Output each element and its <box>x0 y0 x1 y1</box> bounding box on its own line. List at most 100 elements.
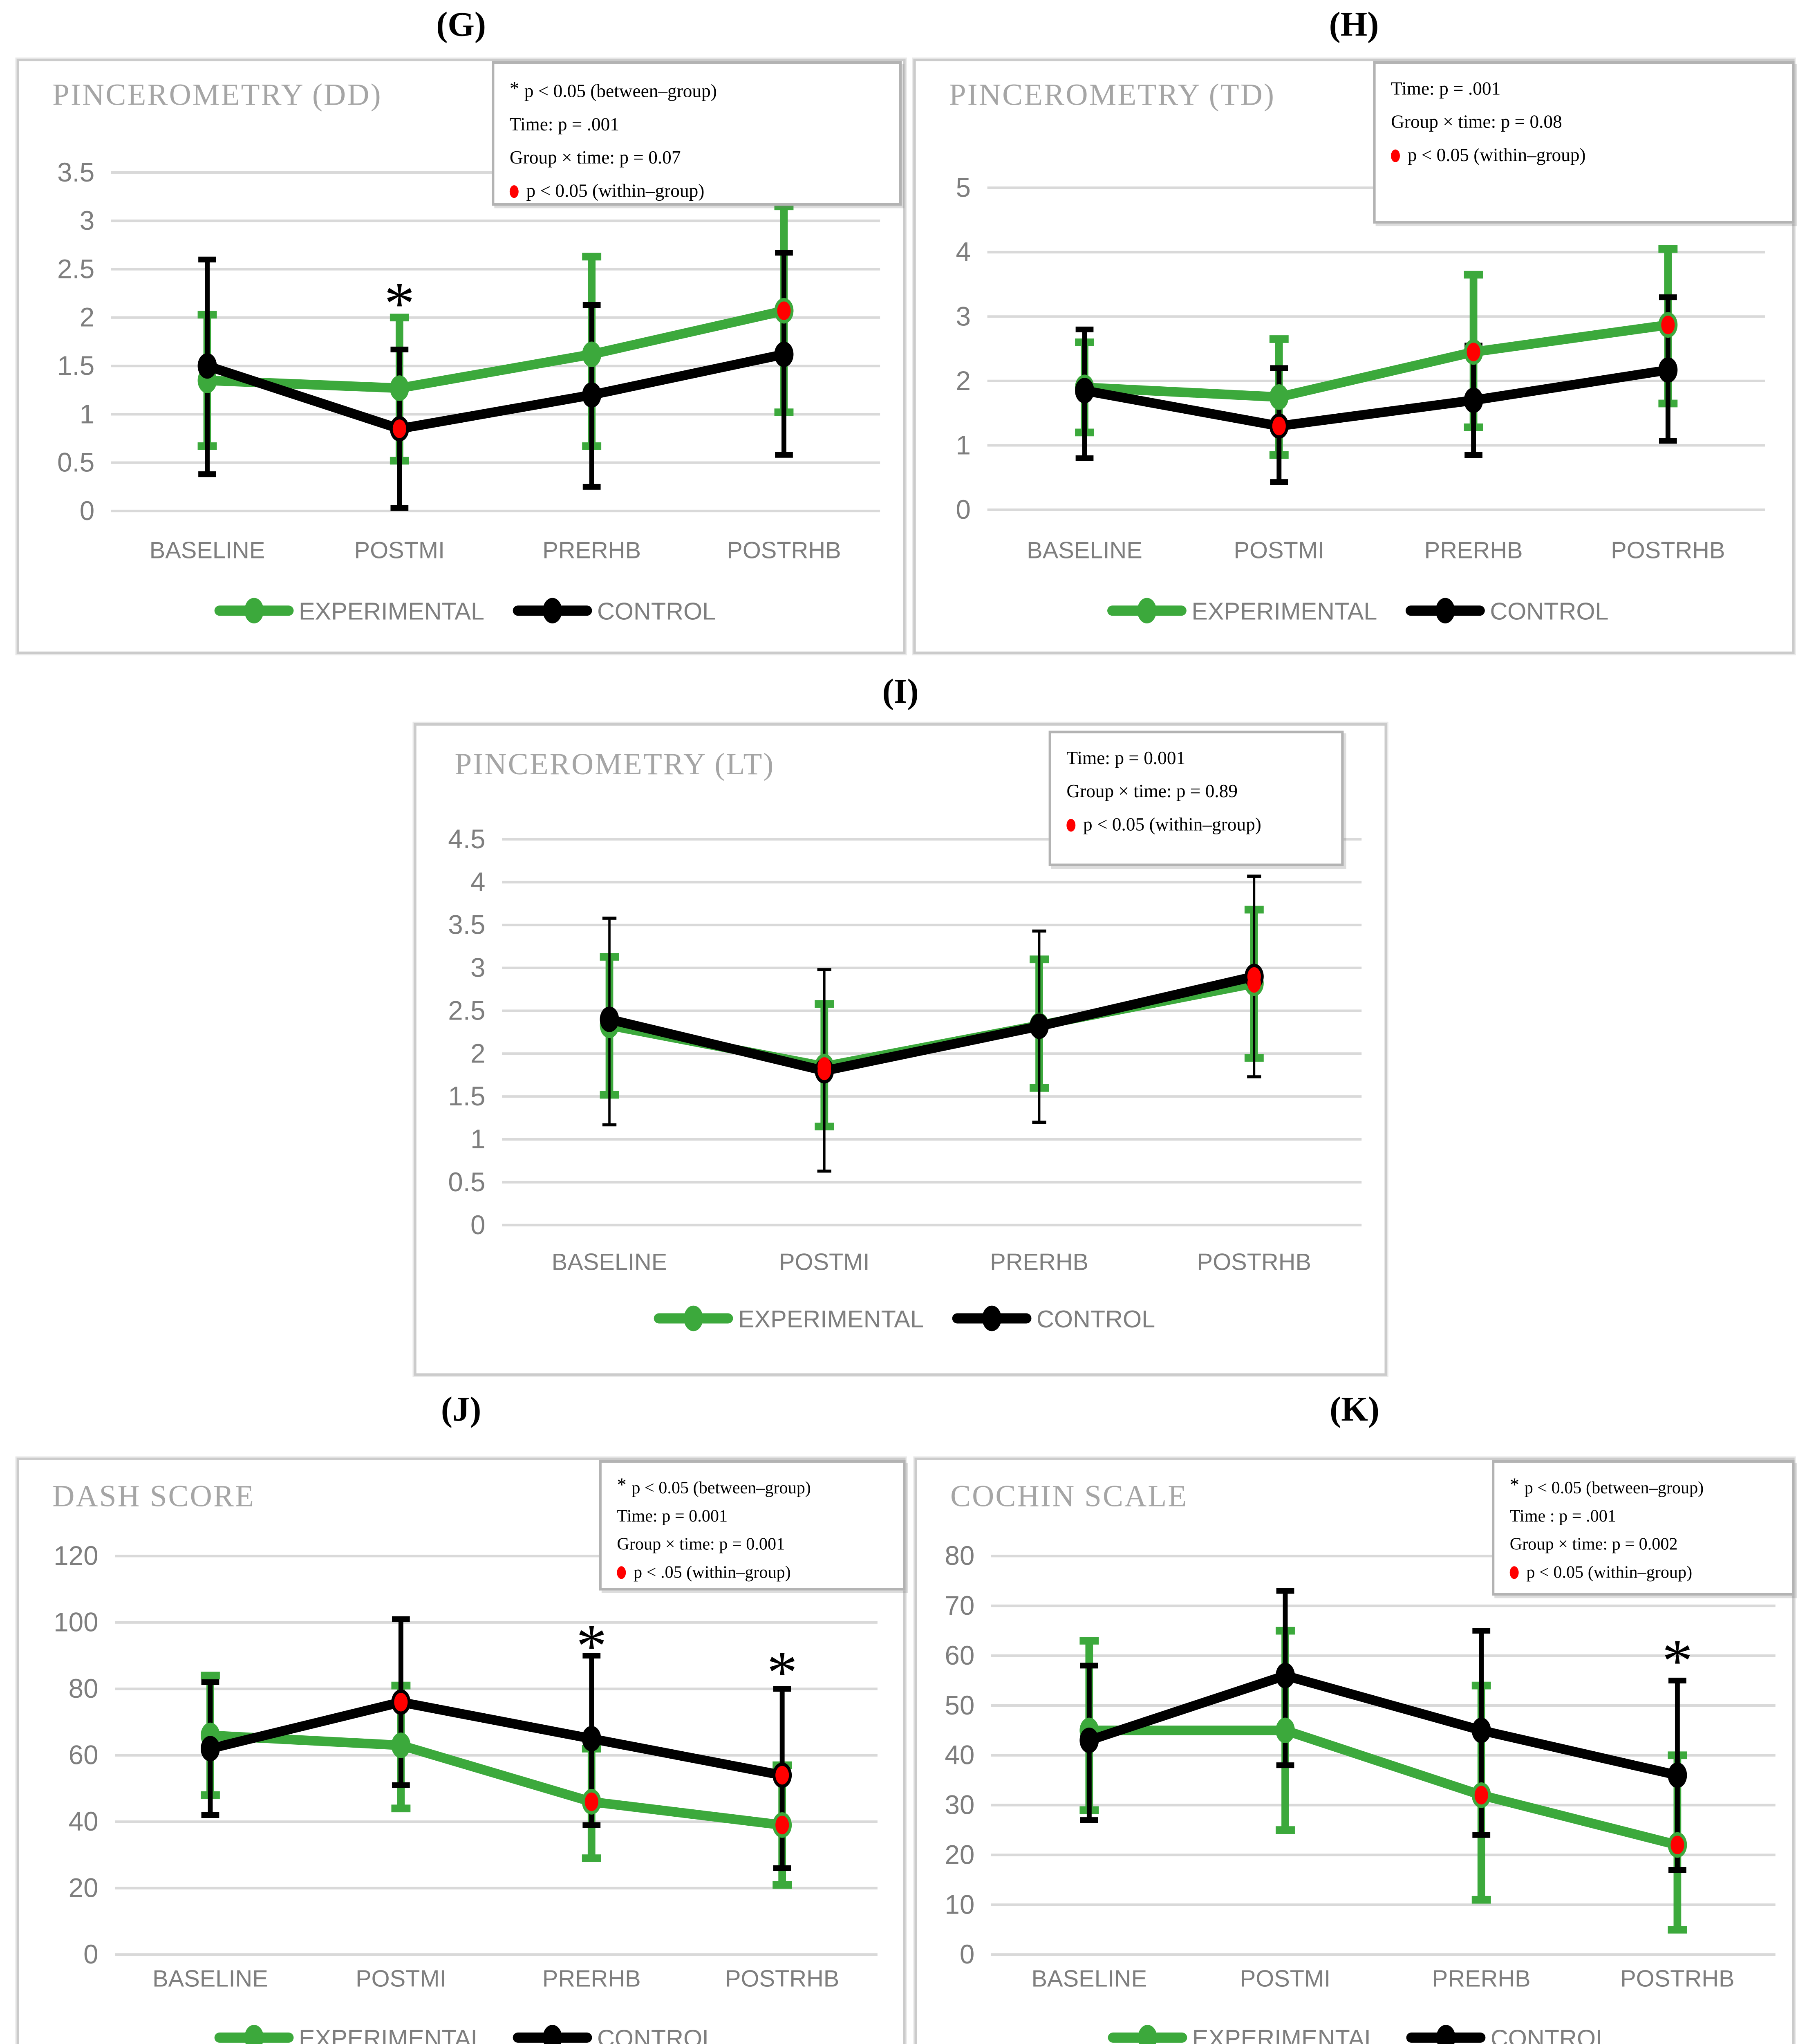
series-line-control <box>1079 365 1673 431</box>
significance-dot <box>1474 1786 1488 1805</box>
y-axis-tick-label: 4 <box>956 237 971 267</box>
annotation-line: Group × time: p = 0.08 <box>1391 112 1562 133</box>
significance-dot <box>777 301 791 320</box>
significance-dot <box>775 1815 789 1835</box>
significance-dot <box>1467 343 1480 361</box>
y-axis-tick-label: 3.5 <box>448 910 485 940</box>
panel-letter-h: (H) <box>1329 5 1379 44</box>
y-axis-tick-label: 120 <box>54 1541 98 1571</box>
annotation-line: p < .05 (within–group) <box>617 1559 893 1587</box>
x-axis-category-label: POSTMI <box>356 1966 446 1992</box>
y-axis-tick-label: 70 <box>945 1591 974 1620</box>
x-axis-category-label: BASELINE <box>1027 538 1142 564</box>
panel-cochin-scale: COCHIN SCALE * p < 0.05 (between–group) Ti… <box>914 1457 1795 2044</box>
y-axis-tick-label: 0 <box>470 1210 486 1240</box>
annotation-line: Time : p = .001 <box>1509 1506 1616 1526</box>
legend-marker-icon <box>244 2025 264 2044</box>
y-axis-tick-label: 1 <box>80 399 95 429</box>
chart-title: PINCEROMETRY (TD) <box>949 79 1276 112</box>
red-dot-icon <box>1391 149 1400 162</box>
y-axis-tick-label: 2.5 <box>57 254 94 284</box>
panel-pincerometry-lt: PINCEROMETRY (LT) Time: p = 0.001 Group ×… <box>414 723 1387 1376</box>
annotation-line: p < 0.05 (within–group) <box>1391 139 1782 173</box>
annotation-line: Time: p = 0.001 <box>1066 749 1186 769</box>
y-axis-tick-label: 2 <box>470 1038 486 1068</box>
legend-item-label: CONTROL <box>1491 2024 1609 2044</box>
y-axis-tick-label: 3 <box>956 301 971 331</box>
annotation-line: Group × time: p = 0.07 <box>509 148 681 169</box>
y-axis-tick-label: 1 <box>470 1124 486 1154</box>
y-axis-tick-label: 0 <box>960 1939 975 1969</box>
series-line-experimental <box>205 1730 787 1830</box>
panel-dash-score: DASH SCORE * p < 0.05 (between–group) Time… <box>16 1457 906 2044</box>
x-axis-category-label: POSTRHB <box>727 538 841 564</box>
data-point-marker <box>774 341 794 367</box>
annotation-line: p < 0.05 (within–group) <box>509 175 889 203</box>
legend-item-label: EXPERIMENTAL <box>738 1305 924 1333</box>
y-axis-tick-label: 60 <box>945 1641 974 1670</box>
legend-marker-icon <box>1435 598 1455 623</box>
data-point-marker <box>1276 1717 1295 1744</box>
red-dot-icon <box>509 185 519 198</box>
y-axis-tick-label: 2 <box>956 366 971 396</box>
red-dot-icon <box>1509 1566 1519 1579</box>
y-axis-tick-label: 5 <box>956 173 971 202</box>
x-axis-category-label: POSTMI <box>779 1249 870 1275</box>
annotation-line: Time: p = .001 <box>1391 79 1501 100</box>
y-axis-tick-label: 20 <box>69 1873 99 1903</box>
annotation-line: * p < 0.05 (between–group) <box>617 1475 811 1497</box>
data-point-marker <box>582 1726 601 1752</box>
x-axis-category-label: BASELINE <box>152 1966 268 1992</box>
y-axis-tick-label: 3.5 <box>57 157 94 187</box>
y-axis-tick-label: 3 <box>80 206 95 235</box>
annotation-box: * p < 0.05 (between–group) Time: p = .001 G… <box>492 61 902 206</box>
series-line-control <box>205 1697 787 1780</box>
asterisk-icon: * <box>617 1475 627 1496</box>
panel-letter-g: (G) <box>436 5 486 44</box>
data-point-marker <box>197 353 217 379</box>
data-point-marker <box>201 1736 220 1762</box>
y-axis-tick-label: 0 <box>83 1939 99 1969</box>
y-axis-tick-label: 0.5 <box>57 448 94 477</box>
x-axis-category-label: BASELINE <box>1031 1966 1147 1992</box>
significance-dot <box>1661 316 1675 334</box>
y-axis-tick-label: 100 <box>54 1607 98 1637</box>
y-axis-tick-label: 80 <box>69 1674 99 1703</box>
legend-marker-icon <box>684 1305 703 1331</box>
asterisk-icon: * <box>509 79 519 100</box>
data-point-marker <box>1030 1013 1049 1039</box>
y-axis-tick-label: 40 <box>945 1740 974 1770</box>
x-axis-category-label: POSTMI <box>1234 538 1325 564</box>
data-point-marker <box>1075 378 1094 403</box>
data-point-marker <box>390 375 409 401</box>
annotation-line: * p < 0.05 (between–group) <box>509 79 717 102</box>
x-axis-category-label: BASELINE <box>150 538 265 564</box>
line-chart: 0 0.5 1 1.5 2 2.5 3 3.5 4 4.5 BASELINE POSTMI PRERHB… <box>448 824 1362 1333</box>
legend-marker-icon <box>244 598 264 623</box>
y-axis-tick-label: 4 <box>470 867 486 897</box>
legend-marker-icon <box>543 598 562 623</box>
annotation-line: p < 0.05 (within–group) <box>1509 1559 1782 1587</box>
y-axis-tick-label: 4.5 <box>448 824 485 854</box>
significance-dot <box>1247 967 1261 986</box>
y-axis-tick-label: 0 <box>80 496 95 526</box>
series-line-experimental <box>1079 320 1673 402</box>
x-axis-category-label: BASELINE <box>552 1249 667 1275</box>
chart-title: DASH SCORE <box>52 1480 255 1514</box>
data-point-marker <box>1079 1727 1099 1753</box>
legend-item-label: CONTROL <box>1490 598 1608 625</box>
series-line-control <box>605 971 1259 1076</box>
x-axis-category-label: PRERHB <box>1424 538 1523 564</box>
significance-dot <box>1272 417 1286 435</box>
annotation-box: Time: p = 0.001 Group × time: p = 0.89 p <… <box>1048 731 1344 866</box>
data-point-marker <box>582 382 602 408</box>
y-axis-tick-label: 1.5 <box>57 351 94 381</box>
red-dot-icon <box>617 1566 626 1579</box>
annotation-box: Time: p = .001 Group × time: p = 0.08 p < … <box>1373 61 1795 224</box>
line-chart: 0 20 40 60 80 100 120 * * BASELINE POSTMI PRERHB POS… <box>54 1541 878 2044</box>
y-axis-tick-label: 1 <box>956 430 971 460</box>
legend-item-label: EXPERIMENTAL <box>299 598 484 625</box>
annotation-line: Time: p = .001 <box>509 115 619 136</box>
series-line-experimental <box>1084 1726 1682 1850</box>
significance-dot <box>584 1792 598 1811</box>
